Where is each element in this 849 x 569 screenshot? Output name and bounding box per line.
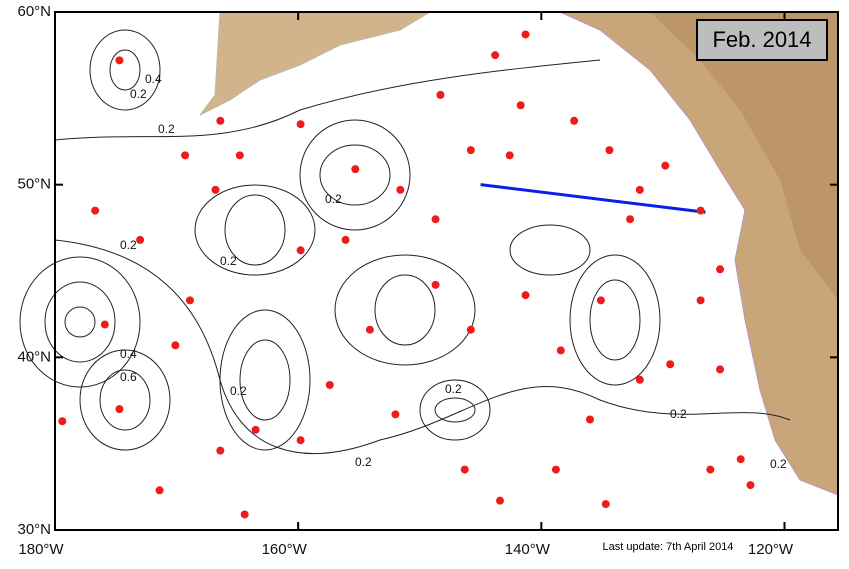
contour-labels: 0.2 0.4 0.2 0.2 0.2 0.2 0.2 0.4 0.6 0.2 … (120, 72, 787, 471)
contour-label: 0.2 (445, 382, 462, 396)
y-tick-label: 30°N (17, 521, 51, 538)
contour-label: 0.4 (120, 347, 137, 361)
contour-label: 0.2 (230, 384, 247, 398)
float (351, 165, 360, 174)
float (431, 215, 440, 224)
title: Feb. 2014 (712, 27, 811, 52)
x-tick-label: 140°W (505, 541, 551, 558)
y-tick-label: 40°N (17, 348, 51, 365)
float (341, 235, 350, 244)
x-tick-label: 160°W (262, 541, 308, 558)
float (240, 510, 249, 519)
footer: Last update: 7th April 2014 (603, 541, 734, 553)
float (746, 481, 755, 490)
float (505, 151, 514, 160)
contour-label: 0.2 (325, 192, 342, 206)
float (661, 161, 670, 170)
contour-label: 0.2 (355, 455, 372, 469)
float (91, 206, 100, 215)
float (136, 235, 145, 244)
float (216, 446, 225, 455)
frame (54, 11, 839, 531)
float (211, 185, 220, 194)
float (296, 436, 305, 445)
float (325, 380, 334, 389)
float (296, 120, 305, 129)
x-tick-label: 180°W (18, 541, 64, 558)
contour-label: 0.2 (670, 407, 687, 421)
contour-label: 0.4 (145, 72, 162, 86)
float (716, 365, 725, 374)
contour-label: 0.6 (120, 370, 137, 384)
contour-label: 0.2 (120, 238, 137, 252)
float (391, 410, 400, 419)
float (635, 185, 644, 194)
contour-label: 0.2 (770, 457, 787, 471)
float (185, 296, 194, 305)
float (365, 325, 374, 334)
float (216, 116, 225, 125)
contours (19, 29, 791, 454)
float (716, 265, 725, 274)
section-line (480, 183, 706, 214)
float (601, 500, 610, 509)
float (736, 455, 745, 464)
float (696, 296, 705, 305)
float (521, 30, 530, 39)
float (605, 146, 614, 155)
float (696, 206, 705, 215)
float (570, 116, 579, 125)
float (436, 90, 445, 99)
float (491, 51, 500, 60)
title-box (696, 19, 828, 61)
float (556, 346, 565, 355)
float (115, 405, 124, 414)
float (596, 296, 605, 305)
float (171, 341, 180, 350)
contour-label: 0.2 (158, 122, 175, 136)
contour-label: 0.2 (220, 254, 237, 268)
float (460, 465, 469, 474)
float (466, 146, 475, 155)
contour-label: 0.2 (130, 87, 147, 101)
x-tick-label: 120°W (748, 541, 794, 558)
float (155, 486, 164, 495)
float (58, 417, 67, 426)
float (296, 246, 305, 255)
float (431, 280, 440, 289)
float (495, 496, 504, 505)
float (666, 360, 675, 369)
land (199, 11, 839, 496)
float (626, 215, 635, 224)
float (115, 56, 124, 65)
float (551, 465, 560, 474)
float (466, 325, 475, 334)
float (521, 291, 530, 300)
float (100, 320, 109, 329)
float (181, 151, 190, 160)
y-tick-label: 50°N (17, 176, 51, 193)
float (706, 465, 715, 474)
float (251, 425, 260, 434)
float (516, 101, 525, 110)
float (585, 415, 594, 424)
float (396, 185, 405, 194)
y-tick-label: 60°N (17, 3, 51, 20)
float (635, 375, 644, 384)
float (235, 151, 244, 160)
